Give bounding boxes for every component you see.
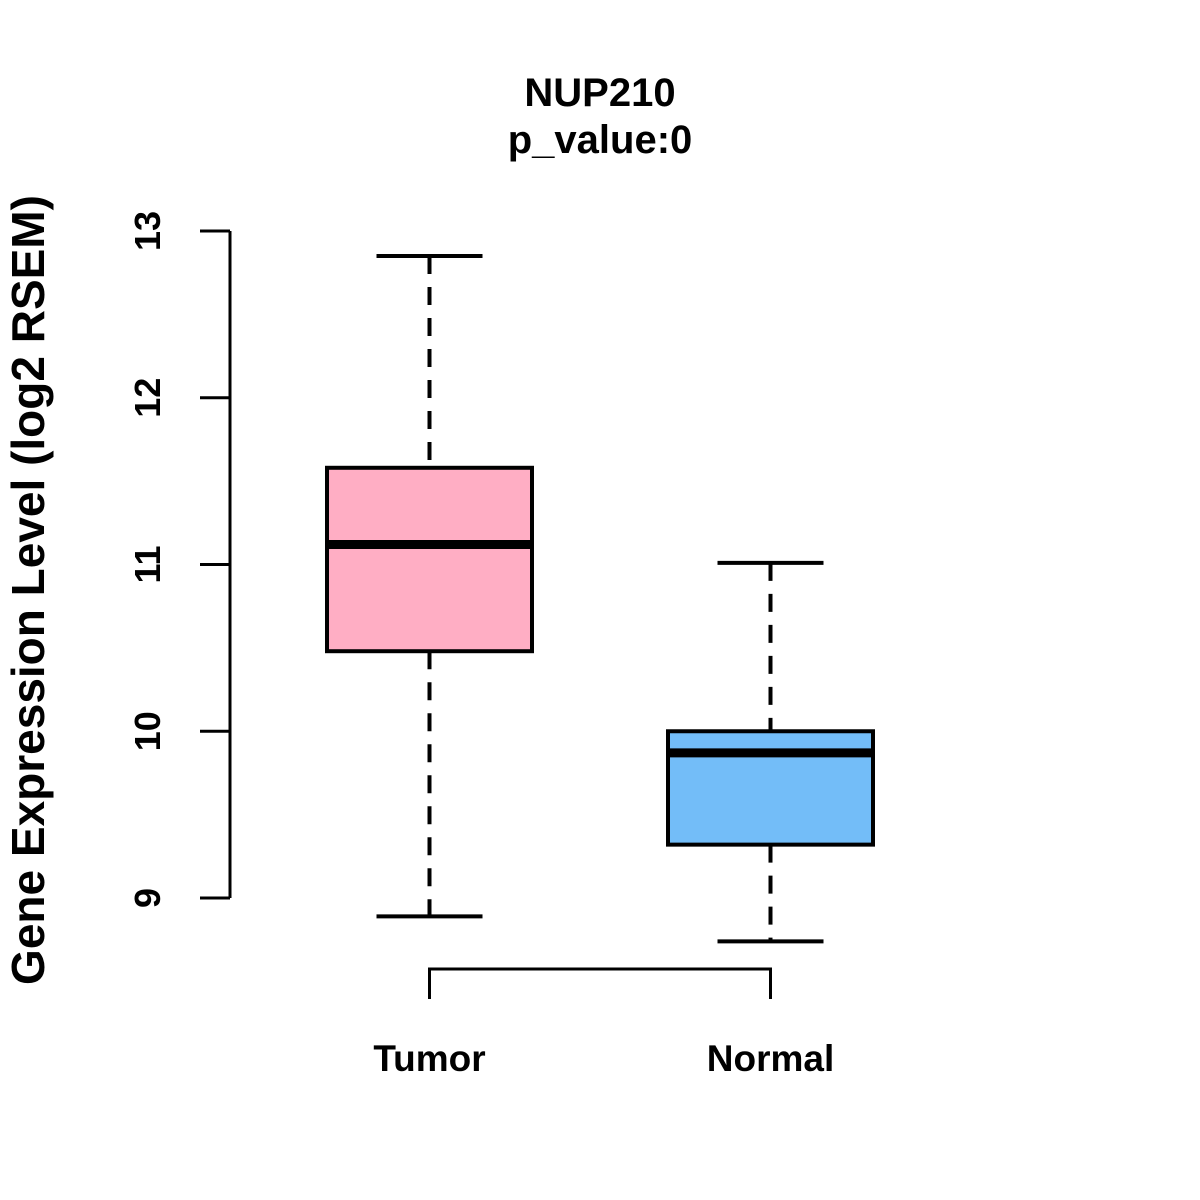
- plot-title: NUP210: [524, 71, 675, 115]
- plot-subtitle: p_value:0: [508, 118, 693, 162]
- normal-box: [666, 729, 875, 847]
- y-axis-tick-label: 10: [127, 711, 168, 751]
- y-axis-tick-label: 12: [127, 378, 168, 418]
- y-axis-tick-label: 11: [127, 545, 168, 583]
- tumor-box: [325, 465, 534, 654]
- y-axis-tick-label: 13: [127, 211, 168, 251]
- x-axis-bracket: [428, 967, 772, 999]
- y-axis-label: Gene Expression Level (log2 RSEM): [2, 195, 54, 985]
- category-label-normal: Normal: [707, 1038, 834, 1079]
- category-label-tumor: Tumor: [373, 1038, 485, 1079]
- y-axis-tick-label: 9: [127, 888, 168, 908]
- plot-area: 9 10 11 12 13 Tumor Normal: [127, 211, 875, 1079]
